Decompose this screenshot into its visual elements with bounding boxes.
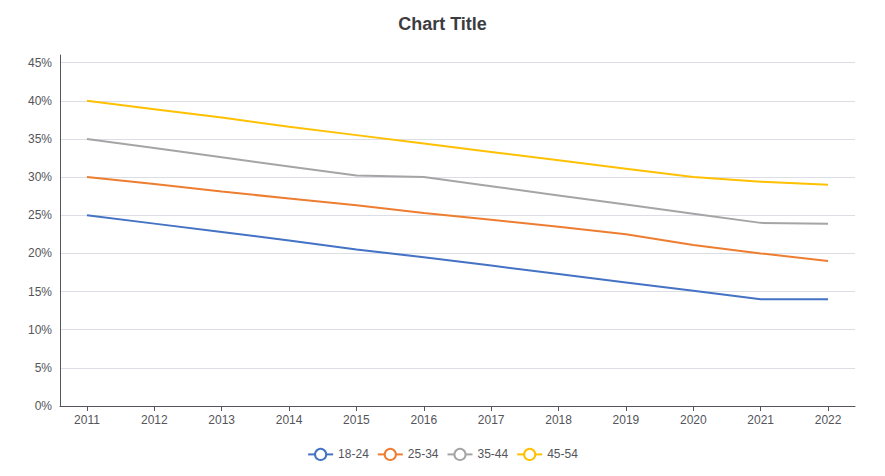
svg-text:45%: 45% <box>28 56 52 70</box>
svg-text:2021: 2021 <box>747 413 774 427</box>
svg-text:2013: 2013 <box>208 413 235 427</box>
svg-text:10%: 10% <box>28 323 52 337</box>
svg-text:15%: 15% <box>28 285 52 299</box>
svg-text:18-24: 18-24 <box>338 447 369 461</box>
svg-text:Chart Title: Chart Title <box>398 14 487 34</box>
svg-text:25%: 25% <box>28 208 52 222</box>
svg-text:2018: 2018 <box>545 413 572 427</box>
svg-text:30%: 30% <box>28 170 52 184</box>
svg-text:40%: 40% <box>28 94 52 108</box>
svg-text:2014: 2014 <box>276 413 303 427</box>
svg-text:2020: 2020 <box>680 413 707 427</box>
svg-text:35-44: 35-44 <box>478 447 509 461</box>
svg-text:2022: 2022 <box>815 413 842 427</box>
svg-text:5%: 5% <box>35 361 53 375</box>
svg-text:20%: 20% <box>28 246 52 260</box>
svg-text:2019: 2019 <box>613 413 640 427</box>
svg-text:2017: 2017 <box>478 413 505 427</box>
svg-text:2012: 2012 <box>141 413 168 427</box>
svg-text:25-34: 25-34 <box>408 447 439 461</box>
svg-text:2011: 2011 <box>74 413 100 427</box>
svg-text:35%: 35% <box>28 132 52 146</box>
svg-text:45-54: 45-54 <box>547 447 578 461</box>
svg-text:2016: 2016 <box>410 413 437 427</box>
svg-text:0%: 0% <box>35 399 53 413</box>
svg-text:2015: 2015 <box>343 413 370 427</box>
